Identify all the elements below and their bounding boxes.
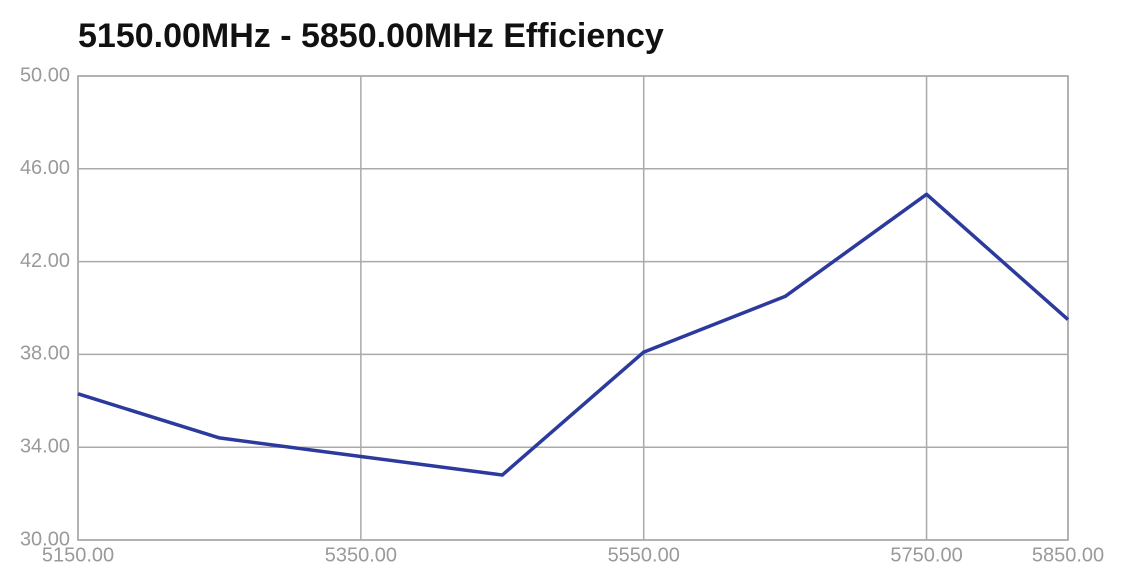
x-tick-label: 5550.00: [608, 544, 680, 566]
y-tick-label: 50.00: [20, 64, 70, 86]
chart-title: 5150.00MHz - 5850.00MHz Efficiency: [78, 17, 664, 55]
y-tick-label: 30.00: [20, 528, 70, 550]
data-line: [77, 192, 1070, 477]
y-tick-label: 34.00: [20, 435, 70, 457]
y-tick-label: 46.00: [20, 157, 70, 179]
x-tick-label: 5350.00: [325, 544, 397, 566]
x-tick-label: 5850.00: [1032, 544, 1104, 566]
x-tick-label: 5150.00: [42, 544, 114, 566]
y-tick-label: 38.00: [20, 343, 70, 365]
x-tick-label: 5750.00: [890, 544, 962, 566]
y-tick-label: 42.00: [20, 250, 70, 272]
